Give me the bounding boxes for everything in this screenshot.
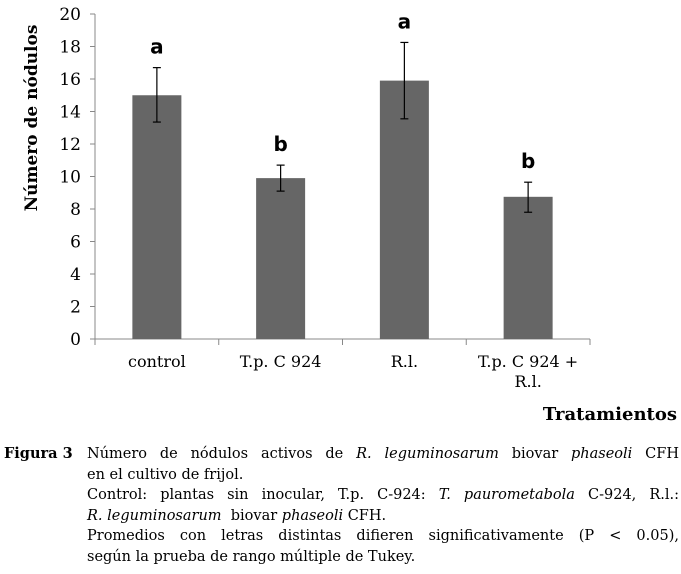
x-tick-label: control <box>128 352 186 371</box>
text: CFH. <box>343 507 387 524</box>
italic-text: R. leguminosarum <box>356 446 499 462</box>
y-axis-label: Número de nódulos <box>22 25 42 212</box>
x-tick-label: T.p. C 924 + <box>478 352 578 371</box>
bar-1 <box>132 95 182 339</box>
x-axis-label: Tratamientos <box>543 404 677 425</box>
italic-text: T. paurometabola <box>438 487 575 503</box>
text: Número de nódulos activos de <box>87 446 357 462</box>
y-tick-label: 6 <box>70 233 81 253</box>
y-tick-label: 14 <box>59 103 81 123</box>
text: C-924, R.l.: <box>574 487 679 503</box>
y-tick-label: 0 <box>70 330 81 350</box>
caption-line-4: R. leguminosarum biovar phaseoli CFH. <box>87 506 679 527</box>
figure-caption: Figura 3 Número de nódulos activos de R.… <box>4 444 679 567</box>
x-tick-label: T.p. C 924 <box>240 352 322 371</box>
bar-4 <box>503 196 553 339</box>
y-tick-label: 18 <box>59 38 81 58</box>
text: CFH <box>632 446 679 462</box>
x-tick-label: R.l. <box>391 352 418 371</box>
y-tick-label: 20 <box>59 5 81 25</box>
y-tick-label: 8 <box>70 200 81 220</box>
significance-letter: b <box>273 132 287 156</box>
caption-line-5: Promedios con letras distintas difieren … <box>87 528 679 544</box>
caption-line-2: en el cultivo de frijol. <box>87 466 244 483</box>
significance-letter: b <box>521 149 535 173</box>
caption-line-6: según la prueba de rango múltiple de Tuk… <box>87 548 416 565</box>
text: Control: plantas sin inocular, T.p. C-92… <box>87 487 439 503</box>
y-tick-label: 4 <box>70 265 81 285</box>
italic-text: phaseoli <box>571 446 633 462</box>
significance-letter: a <box>398 9 412 33</box>
bar-2 <box>256 178 306 339</box>
significance-letter: a <box>150 35 164 59</box>
figure-label: Figura 3 <box>4 445 73 462</box>
italic-text: phaseoli <box>281 507 344 524</box>
caption-line-1: Número de nódulos activos de R. legumino… <box>87 444 679 465</box>
x-tick-label: R.l. <box>514 372 541 391</box>
y-tick-label: 16 <box>59 70 81 90</box>
text: biovar <box>498 446 572 462</box>
bars: a b a b <box>132 9 553 339</box>
y-tick-label: 12 <box>59 135 81 155</box>
bar-3 <box>379 80 429 339</box>
y-tick-label: 10 <box>59 168 81 188</box>
caption-line-3: Control: plantas sin inocular, T.p. C-92… <box>87 485 679 506</box>
text: biovar <box>221 507 282 524</box>
y-tick-label: 2 <box>70 298 81 318</box>
italic-text: R. leguminosarum <box>87 507 222 524</box>
